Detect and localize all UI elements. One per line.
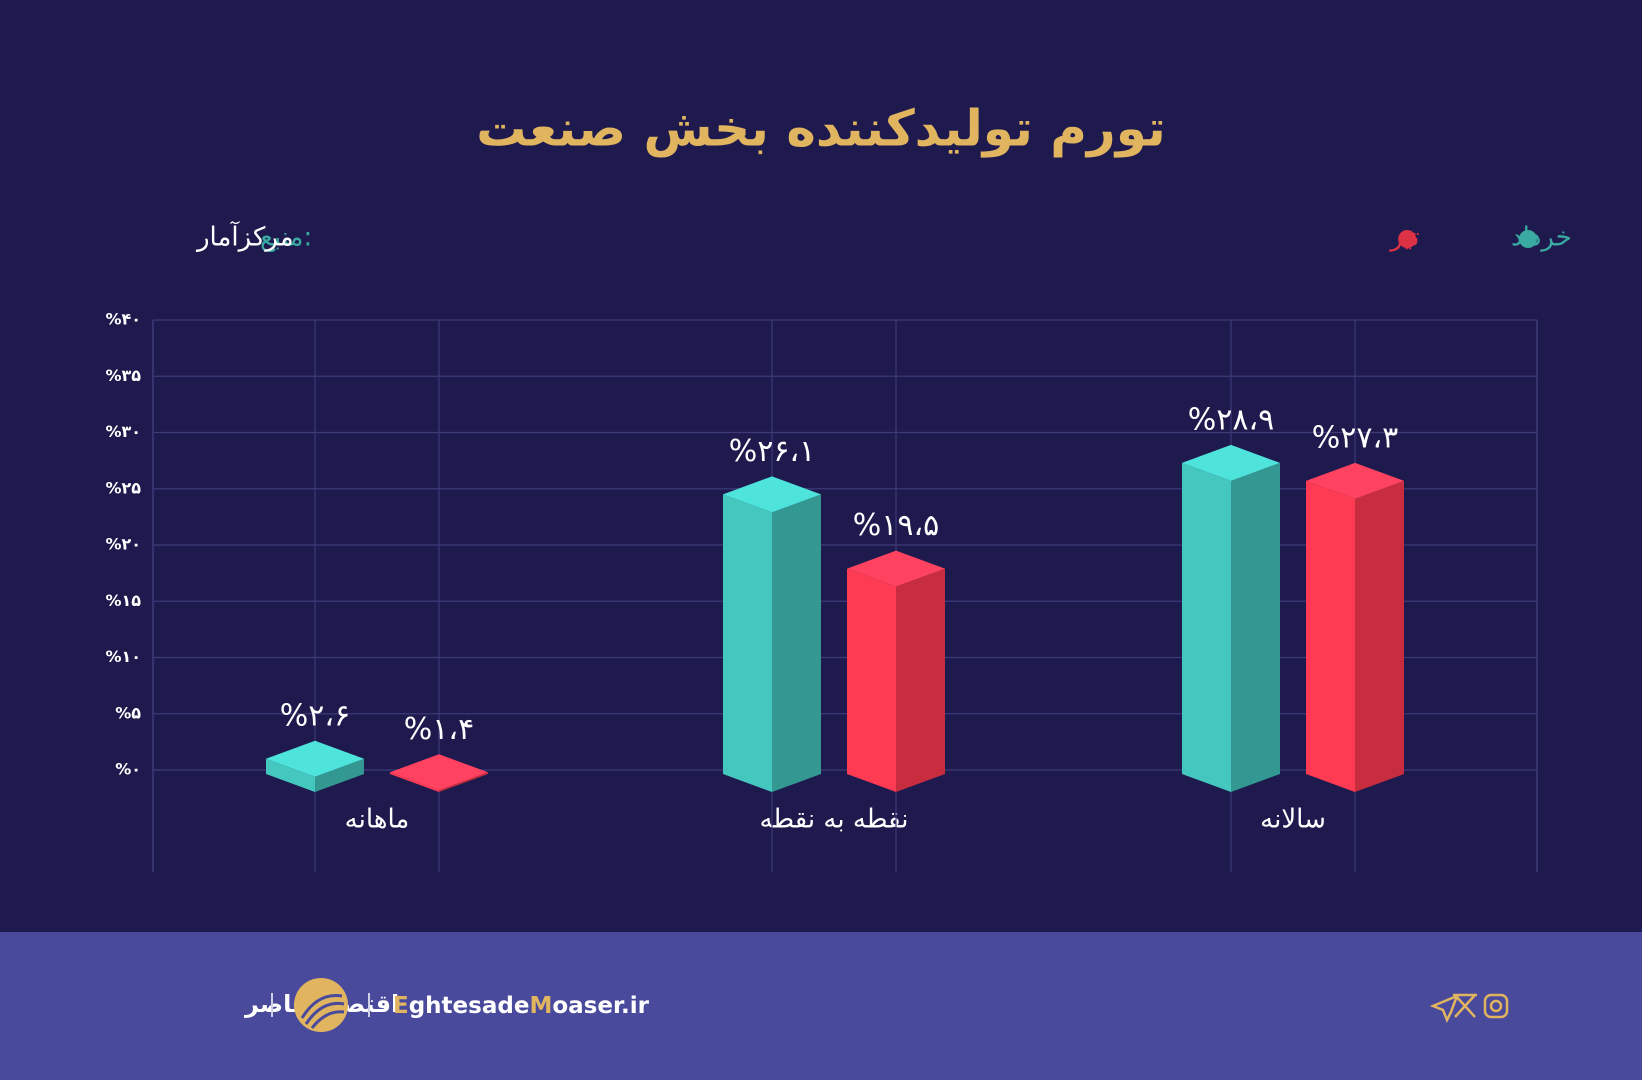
bar-top	[1306, 462, 1404, 499]
y-tick-label: %۳۰	[105, 422, 141, 441]
y-tick-label: %۵	[115, 703, 141, 722]
bar-top	[847, 550, 945, 587]
bar-top	[1182, 444, 1280, 481]
bar-face-left	[1306, 480, 1355, 792]
bar-face-left	[847, 568, 896, 792]
source-label: منبع:	[260, 223, 312, 253]
bar-top	[723, 476, 821, 513]
x-tick-label: نقطه به نقطه	[759, 805, 908, 835]
footer-site: EghtesadeMoaser.ir	[393, 993, 650, 1019]
value-label: %۲،۶	[280, 698, 350, 733]
bar-face-right	[1231, 462, 1280, 792]
instagram-icon	[1483, 993, 1509, 1019]
site-part: M	[529, 993, 552, 1019]
bar-top	[266, 740, 364, 777]
legend-label: خرداد	[1511, 223, 1572, 253]
legend-label: تیر	[1388, 223, 1419, 253]
bar-face-right	[1355, 480, 1404, 792]
plot: %۰ %۵ %۱۰ %۱۵ %۲۰ %۲۵ %۳۰ %۳۵ %۴۰ ماهانه نقطه به ن…	[105, 310, 1538, 872]
bar	[723, 476, 821, 792]
y-tick-label: %۳۵	[105, 366, 141, 385]
bar-top	[390, 754, 488, 791]
bar-face-left	[1182, 462, 1231, 792]
bar	[266, 740, 364, 792]
chart-title: تورم تولیدکننده بخش صنعت	[476, 100, 1166, 159]
social-icons	[1429, 993, 1509, 1024]
bar-face-right	[439, 772, 488, 792]
x-tick-label: سالانه	[1260, 805, 1326, 835]
value-label: %۲۸،۹	[1188, 402, 1275, 437]
value-label: %۱۹،۵	[853, 508, 940, 543]
y-tick-label: %۱۵	[105, 591, 141, 610]
instagram-lens	[1489, 999, 1503, 1013]
y-tick-label: %۲۰	[105, 535, 141, 554]
bar-face-left	[266, 758, 315, 792]
logo-mark	[300, 993, 345, 1029]
bar-face-left	[723, 494, 772, 792]
value-label: %۲۶،۱	[729, 434, 816, 469]
bar-face-left	[390, 772, 439, 792]
telegram-icon	[1429, 993, 1460, 1024]
bar	[1306, 462, 1404, 792]
y-tick-label: %۱۰	[105, 647, 141, 666]
x-tick-label: ماهانه	[345, 805, 410, 835]
site-part: E	[393, 993, 409, 1019]
footer-band	[0, 932, 1642, 1080]
logo	[294, 978, 348, 1032]
bar	[1182, 444, 1280, 792]
legend-marker	[1519, 230, 1537, 248]
site-part: oaser.ir	[552, 993, 649, 1019]
bar-face-right	[315, 758, 364, 792]
value-label: %۲۷،۳	[1312, 420, 1399, 455]
y-tick-label: %۰	[115, 760, 141, 779]
legend: خرداد تیر	[1388, 223, 1572, 253]
site-part: ghtesade	[409, 993, 530, 1019]
y-tick-label: %۴۰	[105, 310, 141, 329]
bar-face-right	[896, 568, 945, 792]
bar-face-right	[772, 494, 821, 792]
bar	[390, 754, 488, 792]
legend-marker	[1398, 230, 1417, 248]
value-label: %۱،۴	[404, 712, 474, 747]
y-tick-label: %۲۵	[105, 478, 141, 497]
bar	[847, 550, 945, 792]
source: مرکزآمار	[195, 221, 294, 253]
